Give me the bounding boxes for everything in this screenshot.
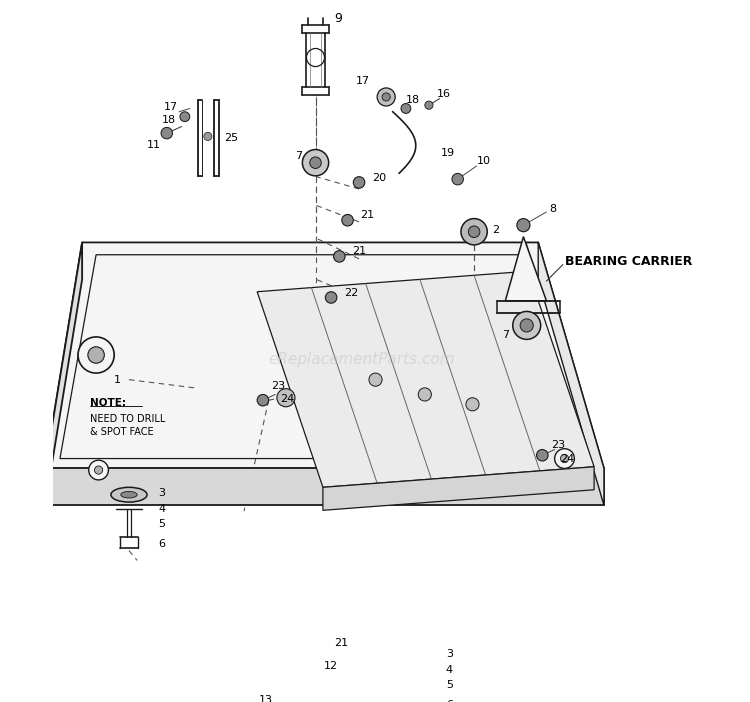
Text: 2: 2 bbox=[492, 225, 499, 235]
Polygon shape bbox=[45, 242, 82, 505]
Circle shape bbox=[257, 395, 268, 406]
Circle shape bbox=[94, 466, 103, 474]
Text: 23: 23 bbox=[272, 381, 286, 391]
Text: 24: 24 bbox=[280, 394, 295, 404]
Circle shape bbox=[302, 150, 328, 176]
Text: 9: 9 bbox=[334, 13, 342, 25]
Circle shape bbox=[161, 127, 172, 139]
Text: 6: 6 bbox=[446, 700, 453, 702]
Circle shape bbox=[536, 449, 548, 461]
Polygon shape bbox=[45, 242, 604, 468]
Text: 22: 22 bbox=[344, 288, 358, 298]
Text: 4: 4 bbox=[158, 503, 166, 514]
Text: 10: 10 bbox=[477, 156, 491, 166]
Polygon shape bbox=[323, 467, 594, 510]
Circle shape bbox=[513, 312, 541, 339]
Text: 18: 18 bbox=[161, 115, 176, 125]
Polygon shape bbox=[506, 237, 547, 300]
Text: 12: 12 bbox=[324, 661, 338, 670]
Circle shape bbox=[300, 644, 313, 656]
Circle shape bbox=[369, 373, 382, 386]
Circle shape bbox=[180, 112, 190, 121]
Text: 4: 4 bbox=[446, 665, 453, 675]
Text: 8: 8 bbox=[550, 204, 556, 213]
Circle shape bbox=[555, 449, 574, 468]
Text: 21: 21 bbox=[334, 637, 348, 648]
Text: 21: 21 bbox=[360, 211, 374, 220]
Circle shape bbox=[466, 398, 479, 411]
Text: 13: 13 bbox=[259, 695, 272, 702]
Circle shape bbox=[326, 292, 337, 303]
Text: BEARING CARRIER: BEARING CARRIER bbox=[565, 255, 692, 268]
Text: 5: 5 bbox=[446, 680, 453, 690]
Circle shape bbox=[268, 668, 283, 683]
Circle shape bbox=[88, 461, 109, 480]
Text: 3: 3 bbox=[158, 488, 165, 498]
Text: 3: 3 bbox=[446, 649, 453, 659]
Circle shape bbox=[377, 88, 395, 106]
Circle shape bbox=[334, 251, 345, 262]
Circle shape bbox=[424, 101, 433, 110]
Text: 17: 17 bbox=[356, 76, 370, 86]
Circle shape bbox=[401, 103, 411, 114]
Text: 7: 7 bbox=[502, 330, 509, 340]
Polygon shape bbox=[257, 271, 594, 487]
Circle shape bbox=[419, 388, 431, 401]
Ellipse shape bbox=[121, 491, 137, 498]
Polygon shape bbox=[45, 468, 604, 505]
Circle shape bbox=[517, 218, 530, 232]
Circle shape bbox=[452, 173, 464, 185]
Circle shape bbox=[88, 347, 104, 363]
Text: eReplacementParts.com: eReplacementParts.com bbox=[268, 352, 454, 367]
Ellipse shape bbox=[408, 652, 424, 659]
Circle shape bbox=[78, 337, 114, 373]
Ellipse shape bbox=[398, 649, 435, 663]
Circle shape bbox=[520, 319, 533, 332]
Circle shape bbox=[382, 93, 390, 101]
Polygon shape bbox=[538, 242, 604, 505]
Circle shape bbox=[461, 218, 488, 245]
Circle shape bbox=[310, 157, 321, 168]
Text: NEED TO DRILL: NEED TO DRILL bbox=[89, 414, 165, 424]
Text: 21: 21 bbox=[352, 246, 366, 256]
Text: 5: 5 bbox=[158, 519, 165, 529]
Circle shape bbox=[468, 226, 480, 237]
Text: 7: 7 bbox=[295, 151, 302, 161]
Circle shape bbox=[560, 454, 568, 463]
Text: 20: 20 bbox=[372, 173, 386, 183]
Text: 6: 6 bbox=[158, 539, 165, 549]
Text: 18: 18 bbox=[406, 95, 419, 105]
Text: 19: 19 bbox=[441, 148, 455, 158]
Text: 1: 1 bbox=[114, 375, 121, 385]
Circle shape bbox=[353, 177, 364, 188]
Circle shape bbox=[204, 132, 212, 140]
Text: NOTE:: NOTE: bbox=[89, 397, 125, 408]
Text: 16: 16 bbox=[436, 88, 451, 99]
Text: 17: 17 bbox=[164, 102, 178, 112]
Text: 25: 25 bbox=[224, 133, 238, 143]
Text: 23: 23 bbox=[550, 440, 565, 451]
Text: & SPOT FACE: & SPOT FACE bbox=[89, 428, 153, 437]
Circle shape bbox=[277, 389, 295, 406]
Text: 24: 24 bbox=[560, 453, 574, 463]
Circle shape bbox=[342, 215, 353, 226]
Text: 11: 11 bbox=[146, 140, 160, 150]
Ellipse shape bbox=[111, 487, 147, 502]
